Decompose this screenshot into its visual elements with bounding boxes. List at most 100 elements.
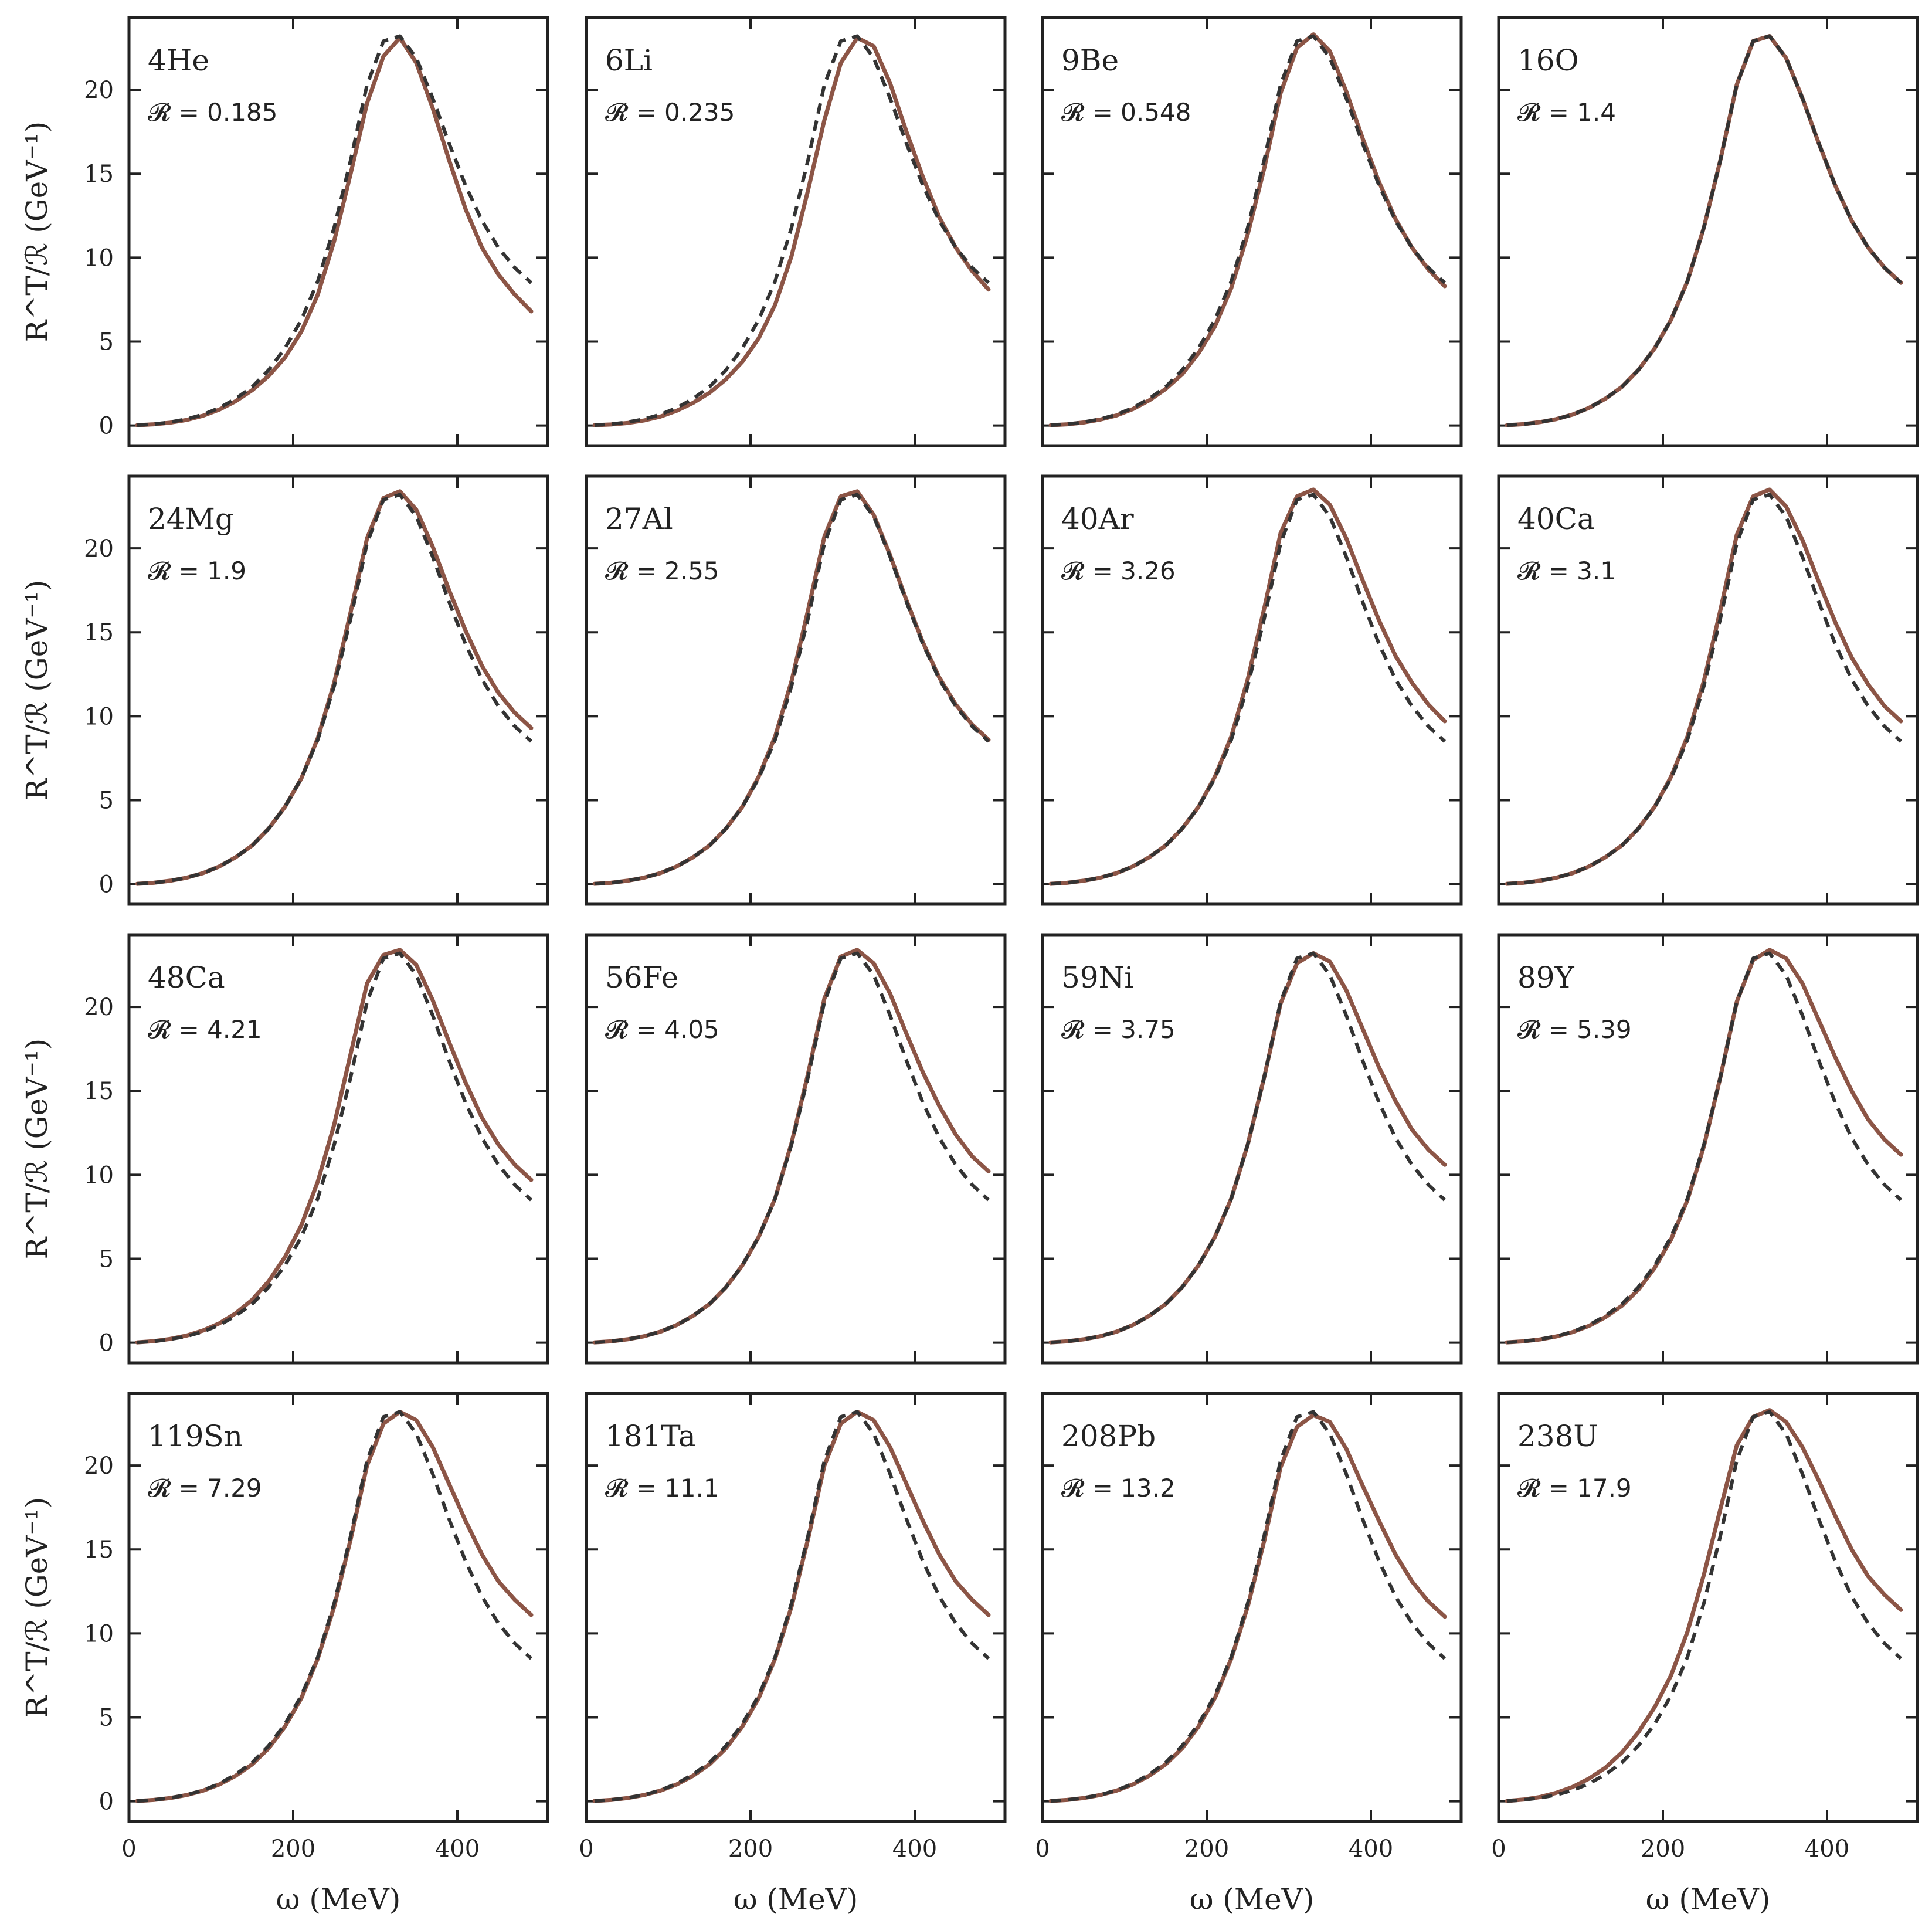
panel-27Al: 27Al 𝓡 = 2.55 [585, 474, 1007, 906]
nucleus-label: 27Al [605, 502, 673, 536]
reference-curve-line [1050, 34, 1447, 427]
x-tick-label: 0 [1035, 1835, 1050, 1862]
nucleus-label: 9Be [1061, 43, 1119, 77]
x-axis-title: ω (MeV) [734, 1882, 858, 1916]
ratio-label: 𝓡 = 1.4 [1517, 98, 1616, 127]
panel-frame [585, 16, 1007, 447]
nucleus-curve-line [1048, 487, 1447, 886]
y-axis-title: R^T/ℛ (GeV⁻¹) [20, 1497, 54, 1718]
x-axis-title: ω (MeV) [1190, 1882, 1315, 1916]
nucleus-curve-line [1505, 1408, 1903, 1803]
ratio-label: 𝓡 = 5.39 [1517, 1015, 1632, 1044]
y-tick-label: 20 [84, 535, 114, 562]
panel-181Ta: 181Ta 𝓡 = 11.1 0 200 400 ω (MeV) [579, 1392, 1007, 1916]
reference-curve-line [137, 493, 533, 886]
y-axis-title: R^T/ℛ (GeV⁻¹) [20, 121, 54, 342]
y-tick-label: 5 [99, 1705, 114, 1732]
nucleus-label: 238U [1517, 1419, 1598, 1453]
panel-89Y: 89Y 𝓡 = 5.39 [1497, 933, 1919, 1365]
ratio-label: 𝓡 = 13.2 [1061, 1474, 1176, 1502]
nucleus-curve-line [135, 35, 534, 427]
nucleus-label: 59Ni [1061, 961, 1133, 995]
nucleus-curve-line [1505, 487, 1903, 886]
y-tick-label: 20 [84, 994, 114, 1021]
y-tick-label: 0 [99, 871, 114, 898]
panel-frame [585, 474, 1007, 906]
ratio-label: 𝓡 = 7.29 [148, 1474, 262, 1502]
panel-16O: 16O 𝓡 = 1.4 [1497, 16, 1919, 447]
panel-59Ni: 59Ni 𝓡 = 3.75 [1041, 933, 1463, 1365]
y-tick-label: 20 [84, 77, 114, 104]
nucleus-curve-line [592, 35, 991, 427]
x-tick-label: 200 [1184, 1835, 1229, 1862]
panel-frame [1041, 933, 1463, 1365]
panel-frame [127, 1392, 549, 1823]
ratio-label: 𝓡 = 17.9 [1517, 1474, 1632, 1502]
panel-frame [1041, 1392, 1463, 1823]
ratio-label: 𝓡 = 3.26 [1061, 557, 1176, 585]
x-tick-label: 0 [1491, 1835, 1506, 1862]
nucleus-label: 16O [1517, 43, 1579, 77]
panel-frame [127, 474, 549, 906]
y-tick-label: 0 [99, 413, 114, 440]
panel-frame [585, 933, 1007, 1365]
ratio-label: 𝓡 = 1.9 [148, 557, 246, 585]
reference-curve-line [594, 951, 990, 1345]
panel-frame [1497, 474, 1919, 906]
reference-curve-line [1506, 951, 1903, 1345]
x-tick-label: 0 [579, 1835, 593, 1862]
ratio-label: 𝓡 = 2.55 [605, 557, 719, 585]
reference-curve-line [1050, 493, 1447, 886]
nucleus-label: 89Y [1517, 961, 1575, 995]
y-tick-label: 10 [84, 1620, 114, 1647]
panel-frame [1497, 933, 1919, 1365]
x-tick-label: 400 [1805, 1835, 1849, 1862]
y-tick-label: 20 [84, 1453, 114, 1480]
y-tick-label: 10 [84, 1162, 114, 1189]
ratio-label: 𝓡 = 4.21 [148, 1015, 262, 1044]
x-axis-title: ω (MeV) [1646, 1882, 1771, 1916]
nucleus-label: 208Pb [1061, 1419, 1156, 1453]
nucleus-label: 24Mg [148, 502, 234, 536]
panel-frame [1497, 16, 1919, 447]
nucleus-label: 6Li [605, 43, 653, 77]
panel-frame [1041, 474, 1463, 906]
panel-frame [585, 1392, 1007, 1823]
reference-curve-line [137, 34, 533, 427]
nucleus-label: 119Sn [148, 1419, 243, 1453]
y-axis-title: R^T/ℛ (GeV⁻¹) [20, 1039, 54, 1260]
reference-curve-line [137, 951, 533, 1345]
ratio-label: 𝓡 = 4.05 [605, 1015, 719, 1044]
y-tick-label: 15 [84, 1078, 114, 1105]
nucleus-curve-line [135, 948, 534, 1345]
x-tick-label: 200 [1641, 1835, 1685, 1862]
panel-frame [1497, 1392, 1919, 1823]
reference-curve-line [1506, 493, 1903, 886]
ratio-label: 𝓡 = 3.1 [1517, 557, 1616, 585]
panel-208Pb: 208Pb 𝓡 = 13.2 0 200 400 ω (MeV) [1035, 1392, 1463, 1916]
ratio-label: 𝓡 = 3.75 [1061, 1015, 1176, 1044]
panel-frame [1041, 16, 1463, 447]
ratio-label: 𝓡 = 0.548 [1061, 98, 1191, 127]
nucleus-label: 56Fe [605, 961, 678, 995]
reference-curve-line [594, 493, 990, 886]
ratio-label: 𝓡 = 0.235 [605, 98, 735, 127]
nucleus-label: 181Ta [605, 1419, 696, 1453]
reference-curve-line [594, 1410, 990, 1803]
panel-119Sn: 119Sn 𝓡 = 7.29 0 5 10 15 20 R^T/ℛ (GeV⁻¹) 0 200 40… [20, 1392, 549, 1916]
panel-56Fe: 56Fe 𝓡 = 4.05 [585, 933, 1007, 1365]
y-axis-title: R^T/ℛ (GeV⁻¹) [20, 580, 54, 801]
x-axis-title: ω (MeV) [276, 1882, 401, 1916]
nucleus-label: 4He [148, 43, 209, 77]
x-tick-label: 400 [1349, 1835, 1393, 1862]
ratio-label: 𝓡 = 0.185 [148, 98, 277, 127]
y-tick-label: 10 [84, 703, 114, 730]
reference-curve-line [1050, 1410, 1447, 1803]
y-tick-label: 15 [84, 1536, 114, 1563]
ratio-label: 𝓡 = 11.1 [605, 1474, 719, 1502]
y-tick-label: 0 [99, 1789, 114, 1816]
y-tick-label: 5 [99, 329, 114, 356]
y-tick-label: 15 [84, 619, 114, 646]
nucleus-label: 40Ar [1061, 502, 1134, 536]
